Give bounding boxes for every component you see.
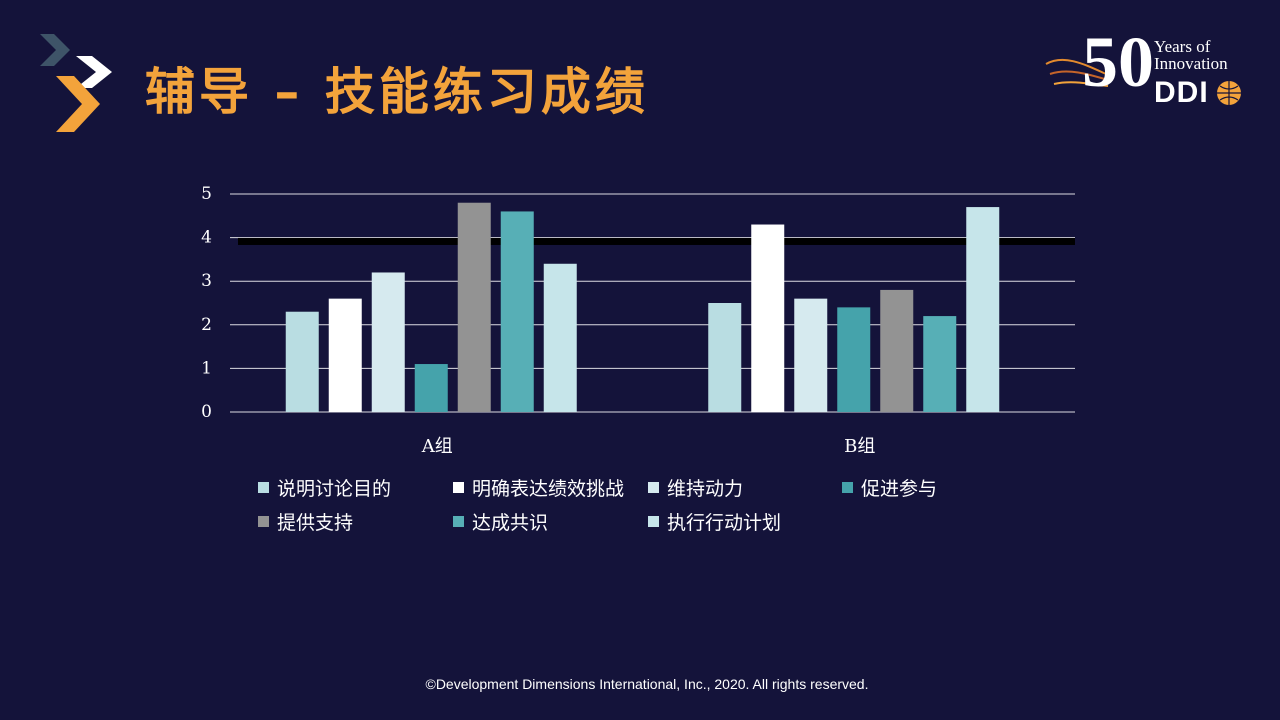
bar (751, 224, 785, 412)
chevron-orange-icon (56, 76, 100, 132)
logo-brand: DDI (1154, 76, 1209, 109)
logo-tagline-line1: Years of (1154, 37, 1211, 56)
bar (880, 289, 914, 412)
logo-tagline: Years of Innovation (1154, 38, 1228, 72)
legend-item: 达成共识 (453, 508, 548, 535)
legend-item: 提供支持 (258, 508, 353, 535)
y-tick-label: 2 (201, 315, 212, 335)
bar (457, 202, 491, 412)
bar (708, 303, 742, 412)
legend-label: 明确表达绩效挑战 (472, 478, 625, 500)
bar (328, 298, 362, 412)
y-tick-label: 1 (201, 358, 212, 378)
legend-label: 维持动力 (667, 478, 744, 500)
legend-item: 维持动力 (648, 474, 743, 501)
legend-swatch (648, 516, 659, 527)
x-category-label: A组 (421, 436, 453, 457)
y-tick-label: 5 (201, 184, 212, 204)
bar (371, 272, 405, 412)
legend-item: 执行行动计划 (648, 508, 781, 535)
copyright-footer: ©Development Dimensions International, I… (425, 676, 869, 692)
legend-swatch (258, 516, 269, 527)
bar (966, 207, 1000, 412)
legend-label: 达成共识 (472, 512, 549, 534)
legend-item: 明确表达绩效挑战 (453, 474, 624, 501)
legend-swatch (842, 482, 853, 493)
bar (414, 364, 448, 412)
chevron-white-icon (76, 56, 112, 88)
chevron-logo-icon (40, 34, 112, 132)
legend-label: 执行行动计划 (667, 512, 782, 534)
bar (837, 307, 871, 412)
x-category-label: B组 (844, 436, 875, 457)
y-tick-label: 0 (201, 402, 212, 422)
globe-icon (1217, 81, 1241, 105)
legend-label: 提供支持 (277, 512, 354, 534)
reference-line (238, 237, 1075, 245)
flame-swoosh-icon (1045, 58, 1109, 87)
y-tick-label: 3 (201, 271, 212, 291)
y-tick-label: 4 (201, 228, 212, 248)
chevron-dark-icon (40, 34, 70, 66)
legend-swatch (258, 482, 269, 493)
ddi-50-years-logo: 50 Years of Innovation DDI (1044, 26, 1254, 110)
bar (794, 298, 828, 412)
bar (923, 316, 957, 412)
legend-swatch (453, 516, 464, 527)
logo-number: 50 (1082, 22, 1154, 102)
bar (285, 311, 319, 412)
legend-label: 促进参与 (861, 478, 938, 500)
legend-swatch (453, 482, 464, 493)
legend-item: 说明讨论目的 (258, 474, 391, 501)
bar (543, 263, 577, 412)
logo-tagline-line2: Innovation (1154, 54, 1228, 73)
legend-label: 说明讨论目的 (277, 478, 392, 500)
legend-item: 促进参与 (842, 474, 937, 501)
bar (500, 211, 534, 412)
legend-swatch (648, 482, 659, 493)
page-title: 辅导 – 技能练习成绩 (145, 63, 649, 121)
